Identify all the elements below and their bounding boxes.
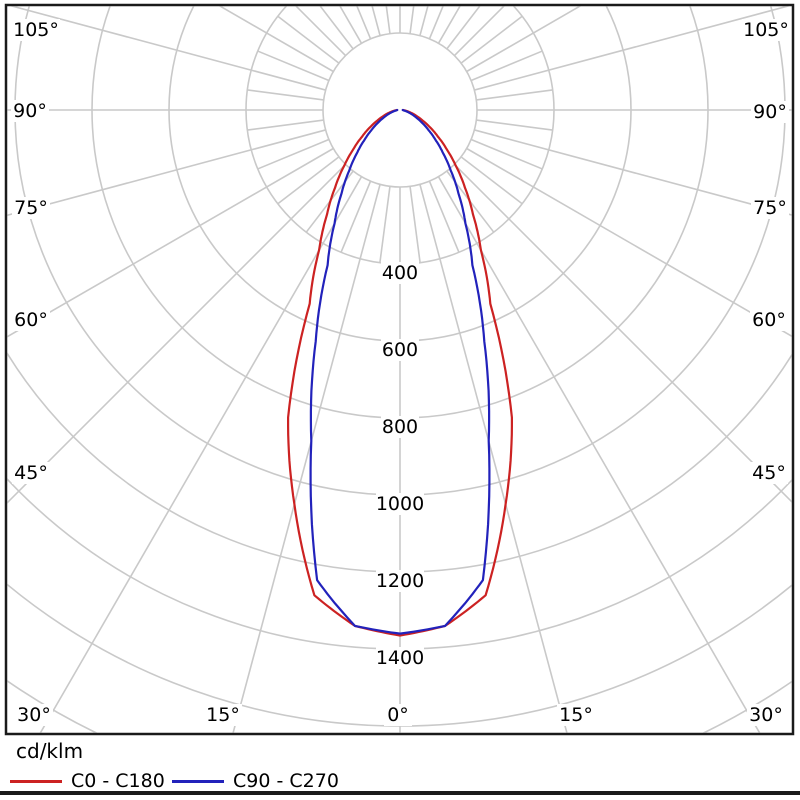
legend-swatch-c0-c180 xyxy=(10,779,62,783)
angle-label-right: 90° xyxy=(753,101,787,123)
legend-units-label: cd/klm xyxy=(16,739,84,763)
label-halo xyxy=(376,647,424,669)
grid-spoke-7p5 xyxy=(247,89,324,101)
grid-spoke-7p5 xyxy=(476,119,553,131)
radial-value-label: 800 xyxy=(382,416,418,438)
radial-value-label: 400 xyxy=(382,262,418,284)
angle-label-bottom: 30° xyxy=(17,704,51,726)
label-halo xyxy=(750,462,788,484)
label-halo xyxy=(750,309,788,331)
grid-spoke-15 xyxy=(39,176,363,733)
label-halo xyxy=(742,19,790,41)
grid-spoke-15 xyxy=(7,147,334,338)
grid-spoke-15 xyxy=(7,163,347,504)
label-halo xyxy=(557,704,595,726)
grid-spoke-7p5 xyxy=(428,180,460,253)
angle-label-left: 45° xyxy=(14,462,48,484)
label-halo xyxy=(12,19,60,41)
radial-value-label: 1200 xyxy=(376,570,424,592)
angle-label-left: 105° xyxy=(13,19,59,41)
legend-item-c0-c180: C0 - C180 xyxy=(10,770,165,792)
grid-spoke-15 xyxy=(437,176,761,733)
label-halo xyxy=(15,704,53,726)
grid-spoke-15 xyxy=(7,129,326,216)
label-halo xyxy=(12,197,50,219)
grid-spoke-15 xyxy=(10,6,326,91)
grid-spoke-15 xyxy=(453,163,792,503)
grid-spoke-7p5 xyxy=(277,15,340,64)
angle-label-left: 90° xyxy=(13,100,47,122)
grid-spoke-7p5 xyxy=(257,50,330,82)
grid-spoke-7p5 xyxy=(277,156,340,205)
label-halo xyxy=(376,570,424,592)
legend-swatch-c90-c270 xyxy=(172,779,224,783)
grid-spoke-7p5 xyxy=(470,138,543,170)
label-halo xyxy=(381,262,419,284)
axis-labels: 105° 90° 75° 60° 45° 105° 90° 75° 60° 45° 30° 15° 0°… xyxy=(11,19,790,726)
angle-label-right: 105° xyxy=(743,19,789,41)
angle-label-bottom: 30° xyxy=(749,704,783,726)
legend-label-c90-c270: C90 - C270 xyxy=(233,770,339,792)
plot-frame xyxy=(4,3,795,736)
angle-label-bottom: 15° xyxy=(559,704,593,726)
grid-spoke-7p5 xyxy=(356,6,372,40)
grid-spoke-7p5 xyxy=(446,6,481,50)
label-halo xyxy=(376,493,424,515)
grid-spoke-7p5 xyxy=(460,156,523,205)
angle-label-left: 75° xyxy=(14,197,48,219)
grid-spoke-15 xyxy=(419,184,568,733)
grid-spoke-7p5 xyxy=(409,186,421,263)
legend-item-c90-c270: C90 - C270 xyxy=(172,770,339,792)
label-halo xyxy=(384,704,412,726)
grid-spoke-7p5 xyxy=(476,89,553,101)
radial-value-label: 600 xyxy=(382,339,418,361)
grid-spoke-7p5 xyxy=(470,50,543,82)
label-halo xyxy=(747,704,785,726)
grid-spoke-7p5 xyxy=(257,138,330,170)
label-halo xyxy=(381,339,419,361)
grid-spoke-7p5 xyxy=(340,180,372,253)
grid-spoke-15 xyxy=(466,147,792,337)
curve-c0-c180 xyxy=(287,108,513,637)
angle-label-right: 75° xyxy=(753,197,787,219)
label-halo xyxy=(12,309,50,331)
label-halo xyxy=(204,704,242,726)
label-halo xyxy=(751,197,789,219)
bottom-border xyxy=(0,791,800,795)
angle-label-right: 60° xyxy=(752,309,786,331)
label-halo xyxy=(381,416,419,438)
radial-value-label: 1000 xyxy=(376,493,424,515)
label-halo xyxy=(12,462,50,484)
grid-spoke-15 xyxy=(232,184,381,733)
angle-label-bottom: 15° xyxy=(206,704,240,726)
label-halo xyxy=(751,101,789,123)
label-halo xyxy=(11,100,49,122)
angle-label-right: 45° xyxy=(752,462,786,484)
angle-label-left: 60° xyxy=(14,309,48,331)
grid-spoke-7p5 xyxy=(409,6,415,34)
radial-value-label: 1400 xyxy=(376,647,424,669)
grid-spoke-15 xyxy=(474,129,792,216)
angle-label-bottom: 0° xyxy=(387,704,409,726)
grid-spoke-7p5 xyxy=(385,6,391,34)
grid-spoke-7p5 xyxy=(379,186,391,263)
legend-label-c0-c180: C0 - C180 xyxy=(71,770,165,792)
grid-spoke-15 xyxy=(474,6,790,91)
curve-c90-c270 xyxy=(309,108,491,635)
grid-spoke-7p5 xyxy=(319,6,354,50)
grid-spoke-7p5 xyxy=(428,6,444,40)
grid-spoke-7p5 xyxy=(247,119,324,131)
grid-spoke-7p5 xyxy=(460,15,523,64)
